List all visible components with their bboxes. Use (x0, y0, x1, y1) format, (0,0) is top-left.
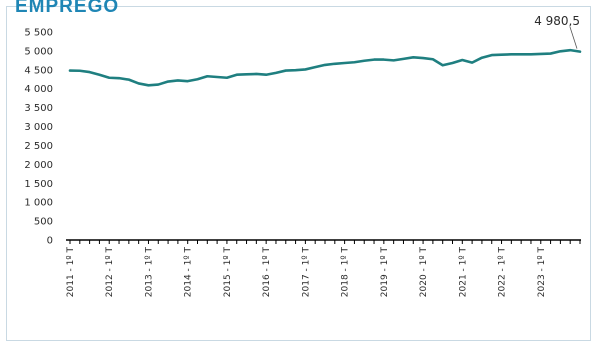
x-tick-label: 2012 - 1º T (105, 247, 115, 298)
x-axis: 2011 - 1º T 2012 - 1º T 2013 - 1º T 2014 - … (66, 239, 581, 298)
x-tick-label: 2023 - 1º T (537, 247, 547, 298)
y-tick-label: 5 500 (24, 28, 53, 39)
x-tick-label: 2015 - 1º T (223, 247, 233, 298)
annotation-layer: 4 980,5 (534, 14, 580, 49)
x-tick-label: 2016 - 1º T (262, 247, 272, 298)
y-tick-label: 1 000 (24, 198, 53, 209)
y-tick-label: 2 500 (24, 141, 53, 152)
y-tick-label: 1 500 (24, 179, 53, 190)
annotation-leader (569, 26, 578, 49)
y-tick-label: 3 000 (24, 122, 53, 133)
x-tick-label: 2018 - 1º T (341, 247, 351, 298)
x-tick-label: 2020 - 1º T (419, 247, 429, 298)
x-tick-label: 2019 - 1º T (380, 247, 390, 298)
y-tick-label: 3 500 (24, 103, 53, 114)
x-tick-label: 2022 - 1º T (498, 247, 508, 298)
page-heading: EMPREGO (15, 0, 120, 12)
y-axis: 0 500 1 000 1 500 2 000 2 500 3 000 3 500 4 000 4… (24, 28, 53, 247)
series-layer (68, 48, 582, 87)
x-tick-label: 2014 - 1º T (184, 247, 194, 298)
y-tick-label: 0 (47, 236, 53, 247)
chart-frame: EMPREGO (6, 0, 591, 341)
y-tick-label: 500 (34, 217, 53, 228)
x-tick-label: 2017 - 1º T (301, 247, 311, 298)
y-tick-label: 4 500 (24, 65, 53, 76)
y-tick-label: 4 000 (24, 84, 53, 95)
y-tick-label: 5 000 (24, 46, 53, 57)
x-tick-label: 2011 - 1º T (66, 247, 76, 298)
series-line (68, 48, 582, 87)
last-value-label: 4 980,5 (534, 14, 580, 28)
y-tick-label: 2 000 (24, 160, 53, 171)
x-tick-label: 2013 - 1º T (144, 247, 154, 298)
x-tick-label: 2021 - 1º T (458, 247, 468, 298)
